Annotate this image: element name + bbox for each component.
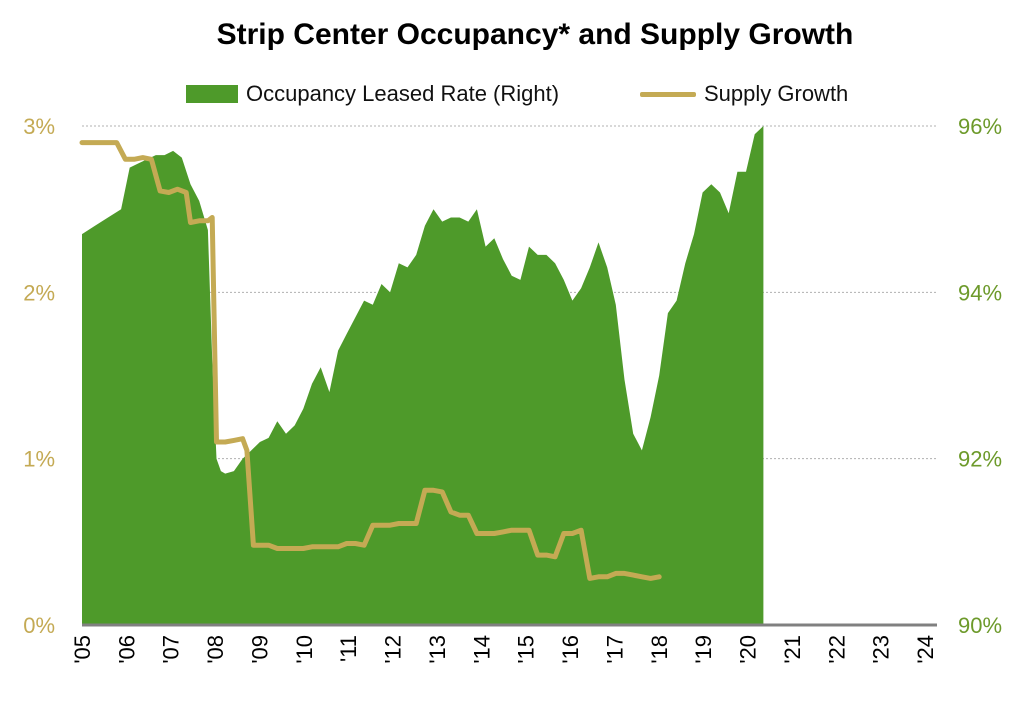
x-tick-label: '13 xyxy=(425,635,450,664)
y-right-tick-label: 94% xyxy=(958,280,1002,305)
y-left-tick-label: 0% xyxy=(23,613,55,638)
x-tick-label: '24 xyxy=(913,635,938,664)
legend-swatch-supply xyxy=(640,91,696,97)
x-tick-label: '12 xyxy=(381,635,406,664)
x-tick-label: '17 xyxy=(602,635,627,664)
legend-item-occupancy: Occupancy Leased Rate (Right) xyxy=(186,80,559,108)
y-right-tick-label: 96% xyxy=(958,114,1002,139)
x-tick-label: '07 xyxy=(159,635,184,664)
x-tick-label: '09 xyxy=(248,635,273,664)
x-tick-label: '08 xyxy=(203,635,228,664)
legend-label-occupancy: Occupancy Leased Rate (Right) xyxy=(246,81,560,106)
y-right-tick-label: 90% xyxy=(958,613,1002,638)
legend-swatch-occupancy xyxy=(186,85,238,103)
legend-item-supply: Supply Growth xyxy=(640,80,848,108)
x-tick-label: '11 xyxy=(336,635,361,662)
x-tick-label: '16 xyxy=(558,635,583,664)
y-left-tick-label: 1% xyxy=(23,447,55,472)
y-left-tick-label: 3% xyxy=(23,114,55,139)
x-tick-label: '22 xyxy=(824,635,849,664)
x-tick-label: '19 xyxy=(691,635,716,664)
y-right-tick-label: 92% xyxy=(958,447,1002,472)
x-tick-label: '15 xyxy=(514,635,539,664)
x-tick-label: '10 xyxy=(292,635,317,664)
x-tick-label: '06 xyxy=(114,635,139,664)
x-tick-label: '05 xyxy=(70,635,95,664)
y-left-tick-label: 2% xyxy=(23,280,55,305)
chart-title: Strip Center Occupancy* and Supply Growt… xyxy=(216,18,854,51)
x-tick-label: '18 xyxy=(647,635,672,664)
occupancy-area xyxy=(82,126,764,625)
x-tick-label: '14 xyxy=(469,635,494,664)
supply-growth-line xyxy=(79,140,662,581)
x-tick-label: '23 xyxy=(869,635,894,664)
x-tick-label: '20 xyxy=(736,635,761,664)
legend-label-supply: Supply Growth xyxy=(704,81,849,106)
x-tick-label: '21 xyxy=(780,635,805,664)
